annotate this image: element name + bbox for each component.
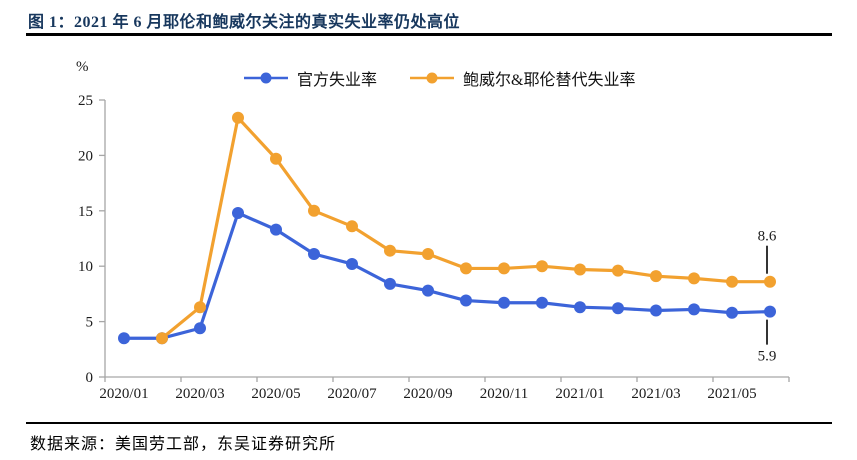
svg-text:2020/05: 2020/05 bbox=[251, 386, 300, 402]
svg-text:2020/01: 2020/01 bbox=[99, 386, 148, 402]
svg-text:5.9: 5.9 bbox=[758, 349, 777, 365]
legend-label-alternative: 鲍威尔&耶伦替代失业率 bbox=[463, 72, 636, 89]
svg-text:8.6: 8.6 bbox=[758, 229, 777, 245]
svg-text:2021/05: 2021/05 bbox=[707, 386, 756, 402]
legend-label-official: 官方失业率 bbox=[297, 72, 378, 89]
svg-text:2020/09: 2020/09 bbox=[403, 386, 452, 402]
title-divider bbox=[26, 33, 832, 36]
svg-text:20: 20 bbox=[78, 148, 93, 164]
chart-title: 图 1：2021 年 6 月耶伦和鲍威尔关注的真实失业率仍处高位 bbox=[28, 14, 461, 31]
svg-text:2021/03: 2021/03 bbox=[631, 386, 680, 402]
svg-text:2020/03: 2020/03 bbox=[175, 386, 224, 402]
legend-item-official: 官方失业率 bbox=[243, 66, 377, 90]
svg-text:2021/01: 2021/01 bbox=[555, 386, 604, 402]
svg-text:10: 10 bbox=[78, 259, 93, 275]
svg-text:2020/11: 2020/11 bbox=[480, 386, 529, 402]
chart-legend: 官方失业率 鲍威尔&耶伦替代失业率 bbox=[243, 66, 635, 90]
legend-item-alternative: 鲍威尔&耶伦替代失业率 bbox=[409, 66, 635, 90]
svg-text:0: 0 bbox=[86, 370, 94, 386]
y-axis-unit-label: % bbox=[76, 59, 89, 75]
line-marker-icon bbox=[244, 72, 288, 84]
data-source-note: 数据来源：美国劳工部，东吴证券研究所 bbox=[30, 436, 337, 453]
line-marker-icon bbox=[410, 72, 455, 84]
svg-text:25: 25 bbox=[78, 93, 93, 109]
svg-text:2020/07: 2020/07 bbox=[327, 386, 377, 402]
svg-text:15: 15 bbox=[78, 204, 93, 220]
svg-text:5: 5 bbox=[86, 315, 94, 331]
footer-divider bbox=[26, 422, 832, 424]
